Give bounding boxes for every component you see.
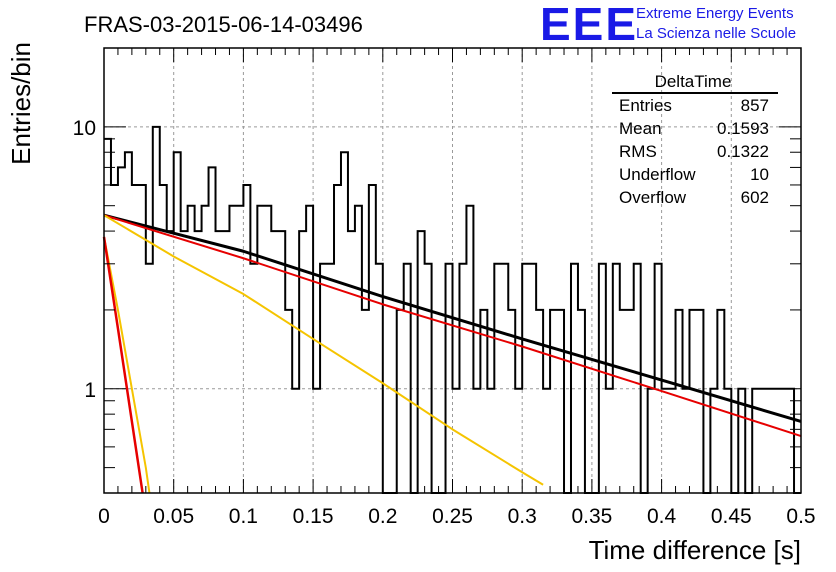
fit-fast-yellow-curve [103,236,151,494]
fit-curves [102,213,802,494]
logo-line-1: Extreme Energy Events [636,5,794,22]
y-tick-label: 10 [73,117,96,140]
x-axis-label: Time difference [s] [589,535,801,565]
x-tick-labels: 0 0.05 0.1 0.15 0.2 0.25 0.3 0.35 0.4 0.45 0.5 [98,505,815,528]
x-tick-label: 0.1 [229,505,258,528]
x-tick-label: 0.4 [647,505,677,528]
stats-value-entries: 857 [741,96,769,115]
y-tick-labels: 1 10 [73,117,96,402]
x-tick-label: 0.25 [432,505,473,528]
eee-logo-mark: EEE [540,0,639,50]
histogram [104,125,801,494]
x-tick-label: 0.5 [786,505,815,528]
x-tick-label: 0.35 [571,505,612,528]
x-tick-label: 0.05 [153,505,194,528]
stats-value-mean: 0.1593 [717,119,769,138]
stats-label-entries: Entries [619,96,672,115]
stats-label-mean: Mean [619,119,662,138]
y-axis-label: Entries/bin [6,42,36,165]
x-tick-label: 0.15 [293,505,334,528]
fit-medium-curve [103,214,544,486]
histogram-outline [104,125,801,494]
stats-value-overflow: 602 [741,188,769,207]
y-tick-label: 1 [84,379,96,402]
stats-title: DeltaTime [655,72,732,91]
fit-total-curve [103,213,802,423]
run-title: FRAS-03-2015-06-14-03496 [84,12,363,37]
x-tick-label: 0.3 [508,505,537,528]
stats-value-rms: 0.1322 [717,142,769,161]
x-tick-label: 0.45 [711,505,752,528]
stats-label-overflow: Overflow [619,188,687,207]
stats-box: DeltaTime Entries 857 Mean 0.1593 RMS 0.1322 U… [612,72,778,207]
axis-ticks [103,47,802,494]
stats-label-rms: RMS [619,142,657,161]
stats-value-underflow: 10 [750,165,769,184]
stats-rows: Entries 857 Mean 0.1593 RMS 0.1322 Underflow 10… [619,96,769,207]
logo-line-2: La Scienza nelle Scuole [636,25,797,42]
fit-fast-red-curve [102,236,144,494]
stats-label-underflow: Underflow [619,165,696,184]
x-tick-label: 0.2 [368,505,397,528]
x-tick-label: 0 [98,505,110,528]
fit-slow-curve [103,214,802,437]
